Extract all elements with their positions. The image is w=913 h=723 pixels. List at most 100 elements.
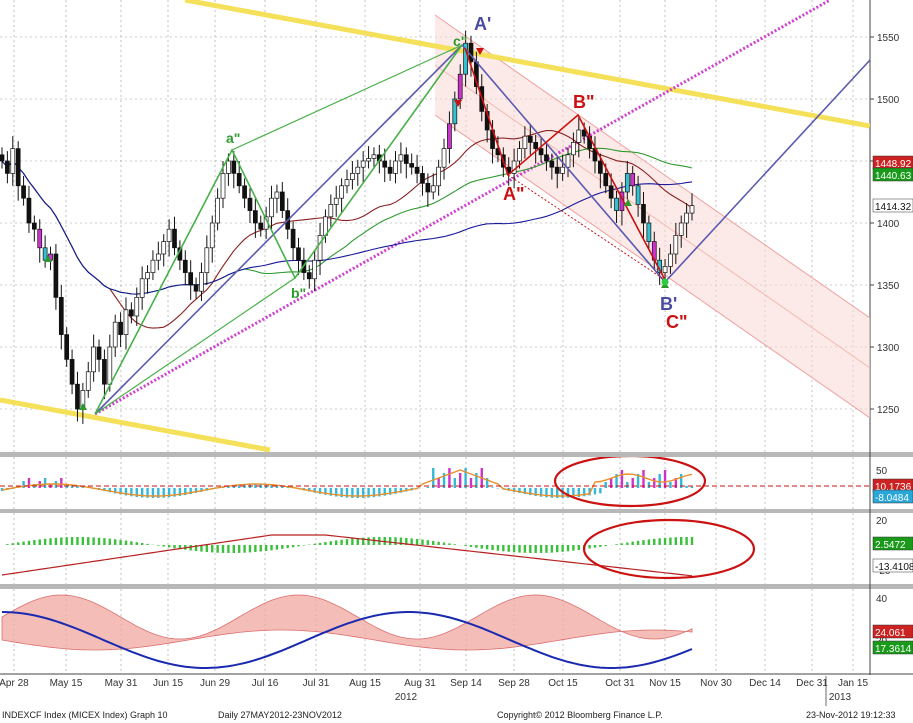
histogram-bar [658, 474, 661, 488]
histogram-bar [22, 541, 25, 545]
candle [624, 161, 630, 200]
histogram-bar [669, 482, 672, 488]
histogram-bar [464, 468, 467, 488]
histogram-bar [184, 488, 187, 496]
histogram-bar [372, 537, 376, 545]
histogram-bar [415, 538, 419, 545]
histogram-bar [60, 537, 63, 545]
candle [139, 266, 145, 310]
x-tick-label: Jul 31 [303, 678, 330, 689]
last-value-tag: -8.0484 [872, 489, 913, 504]
histogram-bar [674, 537, 678, 545]
histogram-bar [27, 540, 31, 545]
histogram-bar [566, 545, 570, 552]
histogram-bar [70, 537, 74, 545]
histogram-bar [604, 545, 607, 546]
wave-label: A' [474, 14, 491, 34]
histogram-bar [124, 540, 128, 545]
histogram-bar [167, 488, 171, 498]
candle [533, 134, 539, 164]
candle [441, 138, 447, 180]
histogram-bar [685, 485, 688, 488]
wave-label: C" [666, 312, 688, 332]
histogram-bar [577, 488, 580, 497]
histogram-bar [539, 545, 543, 553]
wave-point-marker [661, 278, 669, 286]
histogram-bar [453, 478, 457, 488]
last-value-tag: 17.3614 [872, 640, 913, 655]
red-wave-path [464, 47, 666, 281]
x-tick-label: Aug 31 [404, 678, 436, 689]
histogram-bar [448, 543, 451, 545]
candle [398, 142, 404, 174]
candle [344, 169, 350, 194]
histogram-bar [43, 538, 47, 545]
histogram-bar [572, 545, 575, 551]
histogram-bar [254, 484, 257, 488]
candle [253, 198, 258, 238]
histogram-bar [410, 538, 413, 545]
histogram-bar [297, 545, 300, 547]
histogram-bar [475, 473, 478, 488]
footer-timestamp: 23-Nov-2012 19:12:33 [806, 710, 896, 720]
svg-text:10.1736: 10.1736 [875, 482, 912, 493]
candle [425, 173, 431, 207]
last-value-tag: 1414.32 [872, 198, 913, 213]
trend-strength-line [1, 611, 693, 670]
candle [360, 151, 366, 183]
histogram-bar [232, 485, 235, 488]
x-tick-label: Sep 14 [450, 678, 482, 689]
candle [279, 182, 285, 219]
candle [641, 192, 646, 238]
histogram-bar [65, 537, 68, 545]
histogram-bar [690, 537, 694, 545]
x-tick-label: Jun 15 [153, 678, 183, 689]
histogram-bar [636, 474, 640, 488]
histogram-bar [140, 488, 144, 498]
histogram-bar [485, 478, 489, 488]
blue-wave-path [94, 43, 870, 415]
histogram-bar [469, 478, 473, 488]
x-tick-label: Aug 15 [349, 678, 381, 689]
candle [635, 175, 641, 217]
histogram-bar [345, 539, 349, 545]
candle [452, 91, 458, 132]
histogram-bar [318, 488, 322, 494]
candle [312, 250, 318, 292]
histogram-bar [157, 545, 160, 546]
wave-label: c" [453, 33, 467, 49]
histogram-bar [6, 544, 9, 545]
histogram-bar [394, 488, 397, 494]
histogram-bar [189, 488, 192, 495]
x-tick-label: Apr 28 [0, 678, 29, 689]
candle [58, 285, 64, 350]
histogram-bar [60, 478, 63, 488]
histogram-bar [324, 542, 327, 545]
histogram-bar [178, 488, 182, 496]
histogram-bar [335, 540, 338, 545]
x-tick-label: Jul 16 [252, 678, 279, 689]
green-wave-path [94, 44, 463, 415]
histogram-bar [512, 488, 516, 492]
histogram-bar [130, 488, 133, 497]
candle [134, 287, 140, 326]
candle [69, 349, 75, 395]
histogram-bar [663, 537, 667, 545]
histogram-bar [512, 545, 516, 553]
candle [274, 184, 280, 214]
candle [554, 157, 560, 189]
histogram-bar [162, 488, 165, 498]
candle [646, 215, 652, 250]
histogram-bar [653, 538, 656, 545]
histogram-bar [680, 537, 683, 545]
candle [26, 185, 32, 233]
y-tick-label: 1250 [877, 405, 900, 416]
histogram-bar [227, 486, 230, 488]
candle [409, 153, 415, 175]
histogram-bar [372, 488, 376, 498]
candle [199, 262, 204, 302]
channel-mid-line [434, 64, 870, 369]
candle [161, 234, 167, 267]
svg-text:1448.92: 1448.92 [875, 159, 912, 170]
histogram-bar [351, 488, 354, 498]
